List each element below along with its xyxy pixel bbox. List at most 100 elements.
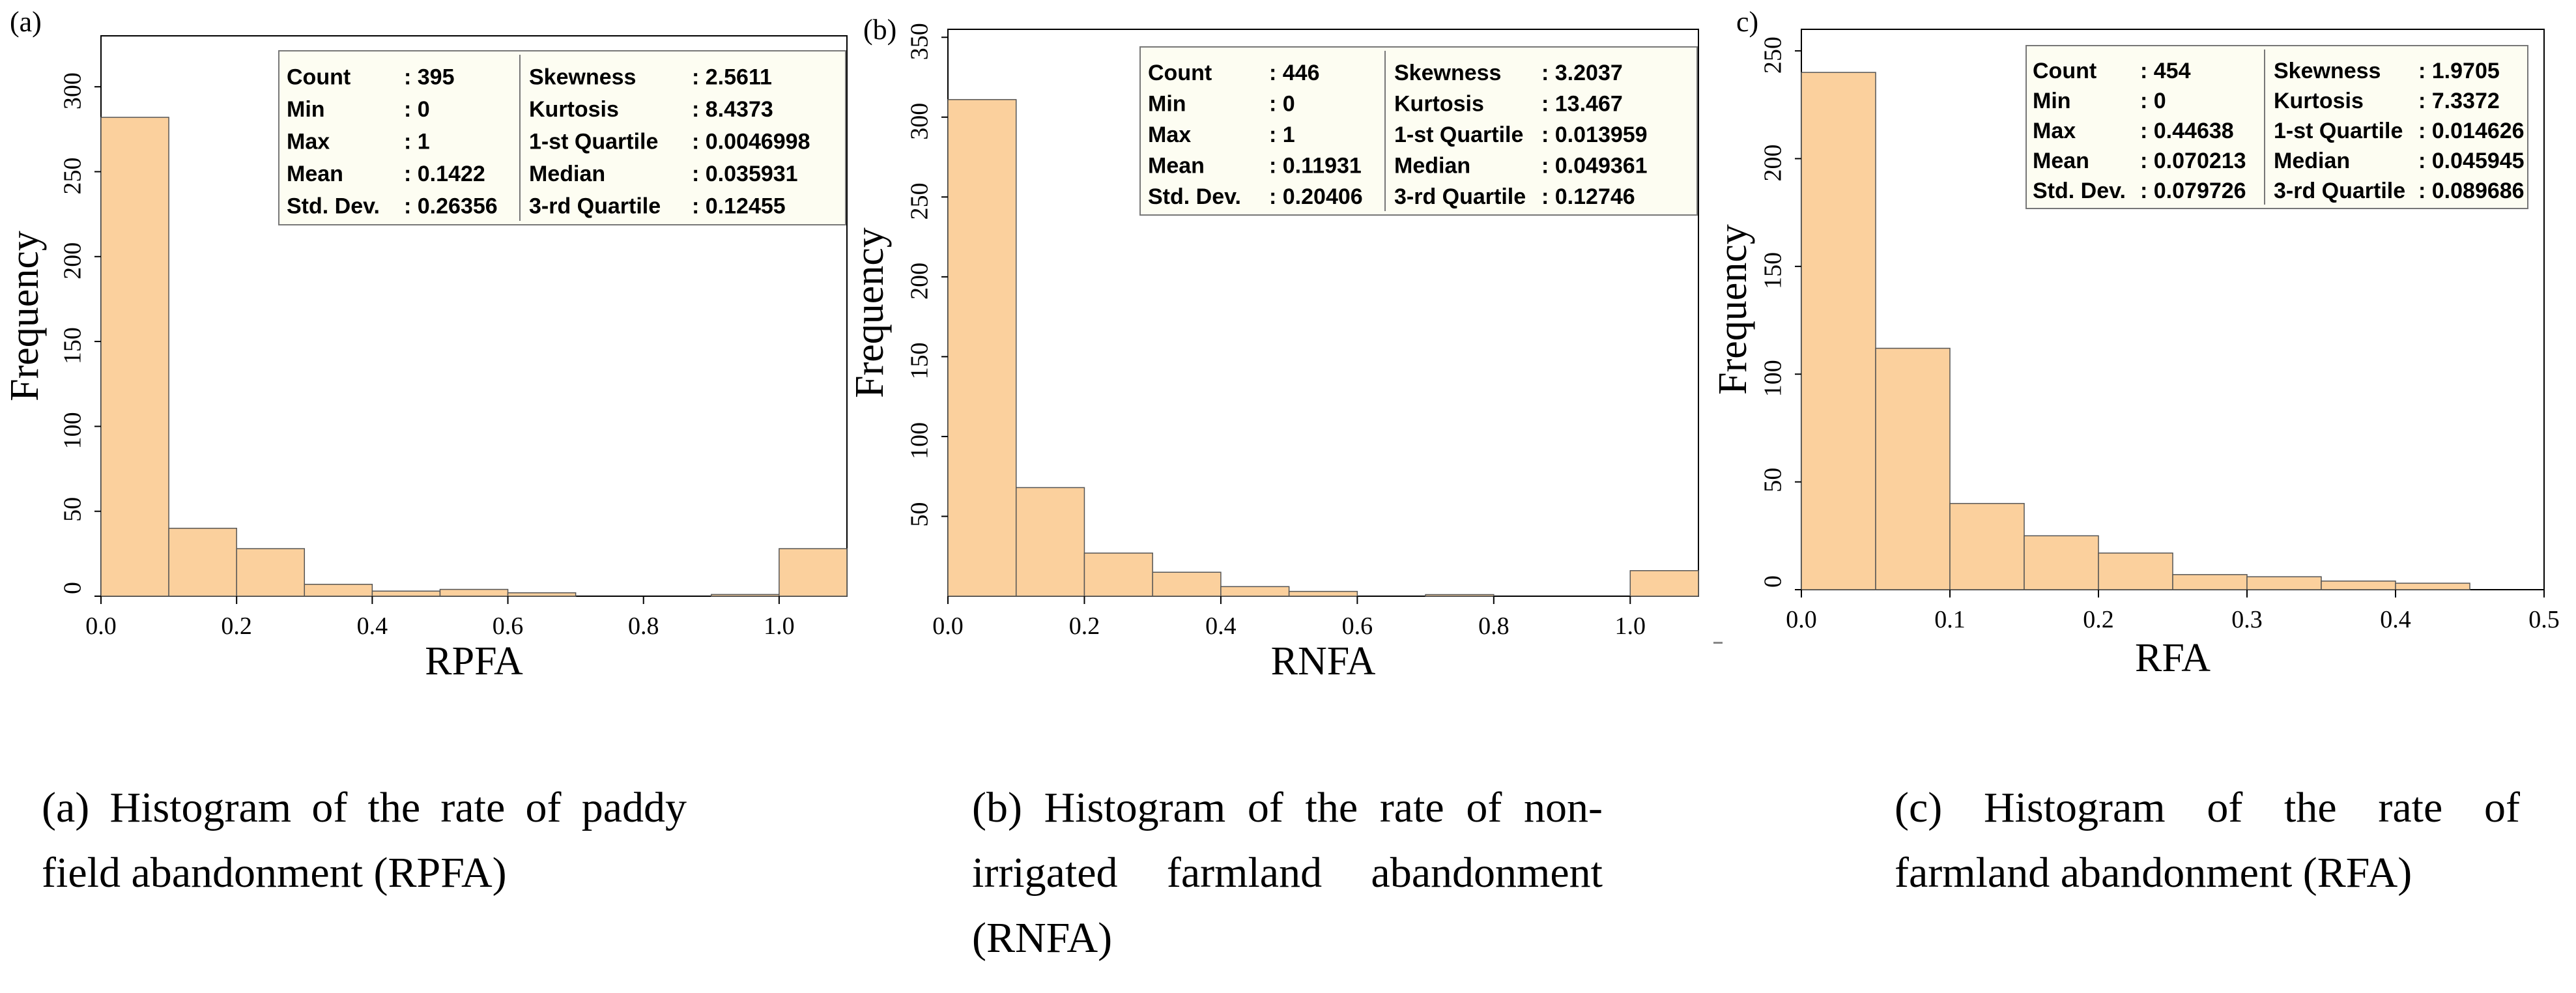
stats-cell: : 0 <box>1269 91 1295 116</box>
stats-cell: : 0.12455 <box>692 194 786 218</box>
stats-cell: : 0.013959 <box>1541 122 1648 147</box>
stats-box <box>2025 45 2528 209</box>
y-tick-label: 100 <box>1760 360 1787 397</box>
y-tick-label: 150 <box>59 327 87 364</box>
caption-a: (a) Histogram of the rate of paddy field… <box>42 784 687 897</box>
stats-cell: : 446 <box>1269 61 1320 85</box>
histogram-bar <box>304 584 373 597</box>
stats-cell: : 0 <box>404 97 430 122</box>
y-tick-label: 250 <box>1760 36 1787 74</box>
panel-letter: (b) <box>863 14 896 46</box>
stats-cell: : 0 <box>2140 89 2166 113</box>
stats-cell: Max <box>1148 122 1191 147</box>
x-tick-label: 0.0 <box>85 612 117 640</box>
histogram-figure: 0.0 0.2 0.4 0.6 0.8 1.0 0 50 100 150 200 250 300 RPFA… <box>3 6 2560 684</box>
stats-cell: : 0.0046998 <box>692 129 810 154</box>
x-tick-label: 0.8 <box>628 612 659 640</box>
y-tick-label: 0 <box>1760 575 1787 588</box>
stats-cell: Min <box>2033 89 2071 113</box>
histogram-bar <box>1425 594 1495 597</box>
y-tick-label: 200 <box>59 242 87 280</box>
stats-cell: : 0.014626 <box>2418 119 2525 143</box>
y-tick-label: 200 <box>906 263 934 300</box>
stats-cell: Std. Dev. <box>1148 184 1241 209</box>
x-tick-label: 0.2 <box>2083 606 2114 633</box>
y-tick-label: 250 <box>906 182 934 220</box>
stats-cell: Skewness <box>529 65 636 90</box>
stats-cell: 3-rd Quartile <box>1394 184 1526 209</box>
stats-cell: Max <box>287 129 330 154</box>
stats-cell: : 395 <box>404 65 455 90</box>
histogram-bar <box>1801 72 1876 590</box>
histogram-bar <box>371 590 441 597</box>
histogram-bar <box>507 592 577 597</box>
x-tick-label: 0.4 <box>1205 612 1237 640</box>
histogram-bar <box>1288 590 1358 597</box>
stats-cell: 3-rd Quartile <box>529 194 661 218</box>
stats-cell: : 1 <box>404 129 430 154</box>
histogram-bar <box>1629 570 1699 597</box>
y-tick-label: 300 <box>59 72 87 109</box>
stats-cell: Kurtosis <box>1394 91 1484 116</box>
y-axis-label: Frequency <box>3 231 47 401</box>
stats-cell: : 3.2037 <box>1541 61 1623 85</box>
histogram-bar <box>2172 574 2248 590</box>
x-tick-label: 1.0 <box>764 612 795 640</box>
stats-cell: : 0.11931 <box>1269 154 1362 179</box>
stats-cell: : 0.070213 <box>2140 149 2246 173</box>
histogram-bar <box>168 528 237 597</box>
stats-cell: Max <box>2033 119 2076 143</box>
x-tick-label: 0.4 <box>2380 606 2411 633</box>
x-tick-label: 0.2 <box>221 612 252 640</box>
histogram-bar <box>711 594 780 597</box>
x-tick-label: 0.8 <box>1478 612 1510 640</box>
stats-box <box>278 50 846 225</box>
y-tick-label: 350 <box>906 23 934 60</box>
stats-cell: Std. Dev. <box>287 194 380 218</box>
y-tick-label: 0 <box>59 582 87 594</box>
stats-cell: : 0.20406 <box>1269 184 1363 209</box>
stats-cell: : 0.26356 <box>404 194 498 218</box>
stats-cell: : 1.9705 <box>2418 59 2500 83</box>
x-axis-label: RNFA <box>1271 639 1376 684</box>
histogram-bar <box>779 548 848 597</box>
stats-cell: Median <box>1394 154 1470 179</box>
x-tick-label: 1.0 <box>1615 612 1646 640</box>
stats-cell: : 0.049361 <box>1541 154 1648 179</box>
histogram-bar <box>1015 487 1085 597</box>
histogram-bar <box>1220 586 1290 597</box>
stats-cell: Skewness <box>2274 59 2381 83</box>
x-axis-label: RPFA <box>425 639 523 684</box>
x-tick-label: 0.0 <box>932 612 964 640</box>
stats-cell: : 0.12746 <box>1541 184 1635 209</box>
histogram-bar <box>2024 535 2099 590</box>
stats-cell: 1-st Quartile <box>1394 122 1523 147</box>
y-tick-label: 200 <box>1760 144 1787 181</box>
x-axis-label: RFA <box>2135 636 2211 680</box>
histogram-bar <box>2321 581 2396 590</box>
stray-mark <box>1713 642 1723 644</box>
stats-cell: Min <box>1148 91 1186 116</box>
panel-letter: c) <box>1736 6 1758 38</box>
y-tick-label: 100 <box>906 422 934 459</box>
stats-cell: Kurtosis <box>529 97 619 122</box>
x-tick-label: 0.6 <box>1342 612 1373 640</box>
histogram-bar <box>236 548 306 597</box>
stats-cell: Mean <box>287 162 343 186</box>
stats-cell: : 13.467 <box>1541 91 1623 116</box>
stats-cell: : 2.5611 <box>692 65 772 90</box>
stats-cell: Median <box>529 162 605 186</box>
caption-b: (b) Histogram of the rate of non-irrigat… <box>972 784 1603 962</box>
stats-cell: Std. Dev. <box>2033 179 2126 203</box>
histogram-bar <box>2246 576 2322 590</box>
stats-cell: : 8.4373 <box>692 97 773 122</box>
x-tick-label: 0.5 <box>2528 606 2560 633</box>
stats-cell: : 0.1422 <box>404 162 485 186</box>
x-tick-label: 0.6 <box>493 612 524 640</box>
stats-cell: : 0.035931 <box>692 162 798 186</box>
stats-cell: Mean <box>2033 149 2089 173</box>
stats-cell: Count <box>2033 59 2097 83</box>
histogram-bar <box>2098 553 2173 590</box>
x-tick-label: 0.2 <box>1069 612 1100 640</box>
stats-box <box>1139 46 1698 216</box>
